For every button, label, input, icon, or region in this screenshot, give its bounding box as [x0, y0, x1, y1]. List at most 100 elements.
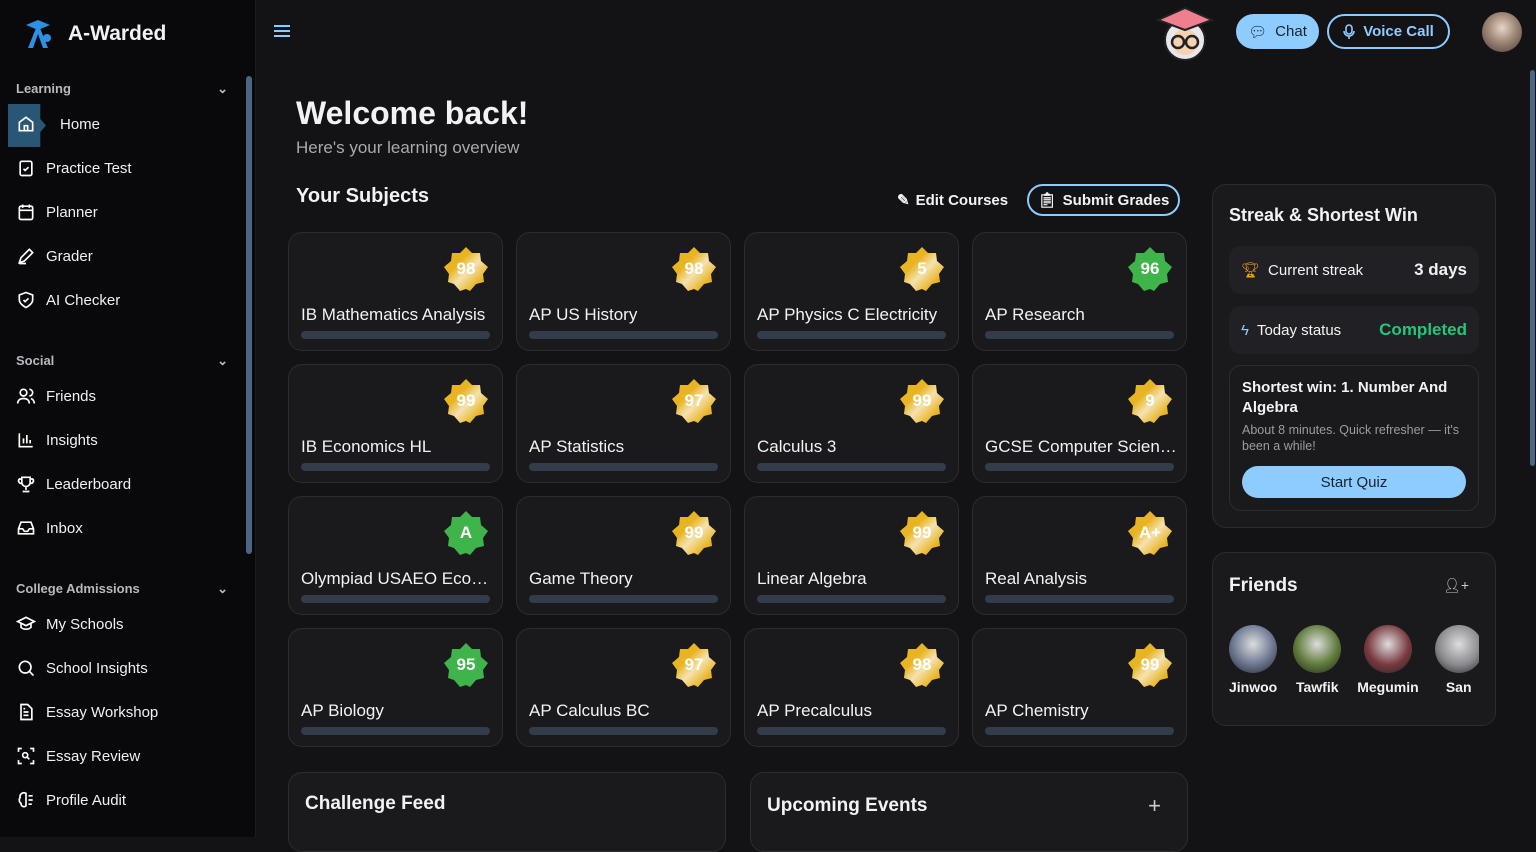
- grade-badge: 99: [898, 509, 946, 557]
- page-title: Welcome back!: [296, 95, 529, 131]
- grade-value: 99: [684, 523, 704, 542]
- chevron-down-icon: ⌄: [217, 81, 228, 96]
- subject-card[interactable]: 98 AP Precalculus: [744, 628, 959, 747]
- shortest-win-card: Shortest win: 1. Number And Algebra Abou…: [1229, 365, 1479, 511]
- subject-name: AP Physics C Electricity: [757, 305, 938, 324]
- subject-card[interactable]: 99 Game Theory: [516, 496, 731, 615]
- sidebar-item-practice-test[interactable]: Practice Test: [16, 158, 132, 178]
- progress-bar: [301, 331, 490, 339]
- section-college-admissions[interactable]: College Admissions ⌄: [16, 581, 228, 597]
- friend-item[interactable]: Megumin: [1357, 625, 1419, 695]
- friend-name: Jinwoo: [1229, 679, 1278, 695]
- subject-card[interactable]: 9 GCSE Computer Science: [972, 364, 1187, 483]
- section-label: Learning: [16, 81, 71, 96]
- grade-badge: A: [442, 509, 490, 557]
- progress-bar: [301, 727, 490, 735]
- add-friend-icon[interactable]: 👤︎+: [1443, 577, 1469, 593]
- friend-avatar: [1229, 625, 1278, 673]
- sidebar-item-leaderboard[interactable]: Leaderboard: [16, 474, 131, 494]
- subject-card[interactable]: 96 AP Research: [972, 232, 1187, 351]
- nav-label: Grader: [46, 247, 93, 265]
- shield-check-icon: [18, 291, 34, 309]
- chat-label: Chat: [1275, 23, 1307, 40]
- subject-card[interactable]: A+ Real Analysis: [972, 496, 1187, 615]
- badge-star-icon: [900, 379, 944, 423]
- nav-label: Friends: [46, 387, 97, 405]
- shortest-win-title: Shortest win: 1. Number And Algebra: [1242, 379, 1448, 416]
- sidebar-scrollbar[interactable]: [246, 76, 252, 554]
- nav-label: Home: [60, 115, 101, 133]
- grade-value: 99: [456, 391, 476, 410]
- shortest-win-description: About 8 minutes. Quick refresher — it's …: [1242, 423, 1460, 453]
- brain-icon: [18, 791, 33, 808]
- nav-label: Insights: [46, 431, 98, 449]
- nav-label: Essay Review: [46, 747, 141, 765]
- badge-star-icon: [672, 643, 716, 687]
- sidebar-item-profile-audit[interactable]: Profile Audit: [16, 790, 126, 810]
- mascot-icon[interactable]: [1152, 4, 1218, 62]
- subject-card[interactable]: 97 AP Statistics: [516, 364, 731, 483]
- grade-badge: 99: [1126, 641, 1174, 689]
- user-avatar[interactable]: [1482, 12, 1522, 52]
- main-scrollbar[interactable]: [1530, 70, 1535, 466]
- sidebar-item-inbox[interactable]: Inbox: [16, 518, 83, 538]
- subject-card[interactable]: 97 AP Calculus BC: [516, 628, 731, 747]
- sidebar-item-home[interactable]: Home: [16, 114, 100, 134]
- badge-star-icon: [672, 511, 716, 555]
- subject-card[interactable]: 98 IB Mathematics Analysis: [288, 232, 503, 351]
- grade-value: 98: [912, 655, 932, 674]
- plus-icon[interactable]: +: [1148, 793, 1161, 818]
- file-text-icon: [20, 703, 33, 721]
- sidebar-item-my-schools[interactable]: My Schools: [16, 614, 124, 634]
- edit-courses-button[interactable]: ✎ Edit Courses: [897, 191, 1008, 210]
- subject-card[interactable]: 99 AP Chemistry: [972, 628, 1187, 747]
- subject-card[interactable]: A Olympiad USAEO Economics: [288, 496, 503, 615]
- sidebar-item-essay-workshop[interactable]: Essay Workshop: [16, 702, 158, 722]
- streak-title: Streak & Shortest Win: [1229, 205, 1418, 225]
- friend-item[interactable]: Tawfik: [1293, 625, 1342, 695]
- nav-label: AI Checker: [46, 291, 121, 309]
- submit-grades-button[interactable]: 📋︎ Submit Grades: [1027, 184, 1180, 216]
- badge-star-icon: [1128, 247, 1172, 291]
- menu-icon[interactable]: [274, 24, 290, 38]
- friend-item[interactable]: San: [1434, 625, 1479, 695]
- subject-card[interactable]: 98 AP US History: [516, 232, 731, 351]
- sidebar-item-insights[interactable]: Insights: [16, 430, 98, 450]
- sidebar-item-friends[interactable]: Friends: [16, 386, 96, 406]
- nav-label: My Schools: [46, 615, 124, 633]
- progress-bar: [301, 595, 490, 603]
- home-icon: [18, 116, 34, 132]
- grade-badge: 99: [898, 377, 946, 425]
- logo[interactable]: A-Warded: [22, 18, 166, 50]
- subject-card[interactable]: 99 IB Economics HL: [288, 364, 503, 483]
- friend-item[interactable]: Jinwoo: [1229, 625, 1277, 695]
- subject-card[interactable]: 99 Calculus 3: [744, 364, 959, 483]
- subject-card[interactable]: 5 AP Physics C Electricity: [744, 232, 959, 351]
- subject-name: IB Economics HL: [301, 437, 432, 456]
- today-status-label: Today status: [1256, 321, 1342, 339]
- badge-star-icon: [1128, 511, 1172, 555]
- progress-bar: [757, 331, 946, 339]
- sidebar-item-school-insights[interactable]: School Insights: [16, 658, 148, 678]
- voice-call-button[interactable]: Voice Call: [1327, 14, 1450, 49]
- chat-button[interactable]: 💬︎ Chat: [1236, 14, 1319, 49]
- lightning-icon: ϟ: [1241, 321, 1249, 339]
- upcoming-events-panel: Upcoming Events +: [750, 772, 1188, 852]
- sidebar-item-grader[interactable]: Grader: [16, 246, 93, 266]
- section-social[interactable]: Social ⌄: [16, 353, 228, 369]
- bar-chart-icon: [18, 433, 33, 448]
- section-learning[interactable]: Learning ⌄: [16, 81, 228, 97]
- sidebar-item-ai-checker[interactable]: AI Checker: [16, 290, 120, 310]
- subject-name: IB Mathematics Analysis: [301, 305, 486, 324]
- start-quiz-button[interactable]: Start Quiz: [1242, 466, 1466, 498]
- sidebar-item-essay-review[interactable]: Essay Review: [16, 746, 140, 766]
- subjects-grid: 98 IB Mathematics Analysis 98 AP US History…: [288, 232, 1187, 747]
- app-name: A-Warded: [68, 22, 167, 45]
- sidebar-item-planner[interactable]: Planner: [16, 202, 98, 222]
- current-streak-value: 3 days: [1414, 260, 1467, 279]
- badge-star-icon: [1128, 643, 1172, 687]
- progress-bar: [985, 727, 1174, 735]
- subject-card[interactable]: 99 Linear Algebra: [744, 496, 959, 615]
- subject-card[interactable]: 95 AP Biology: [288, 628, 503, 747]
- subjects-title: Your Subjects: [296, 185, 429, 207]
